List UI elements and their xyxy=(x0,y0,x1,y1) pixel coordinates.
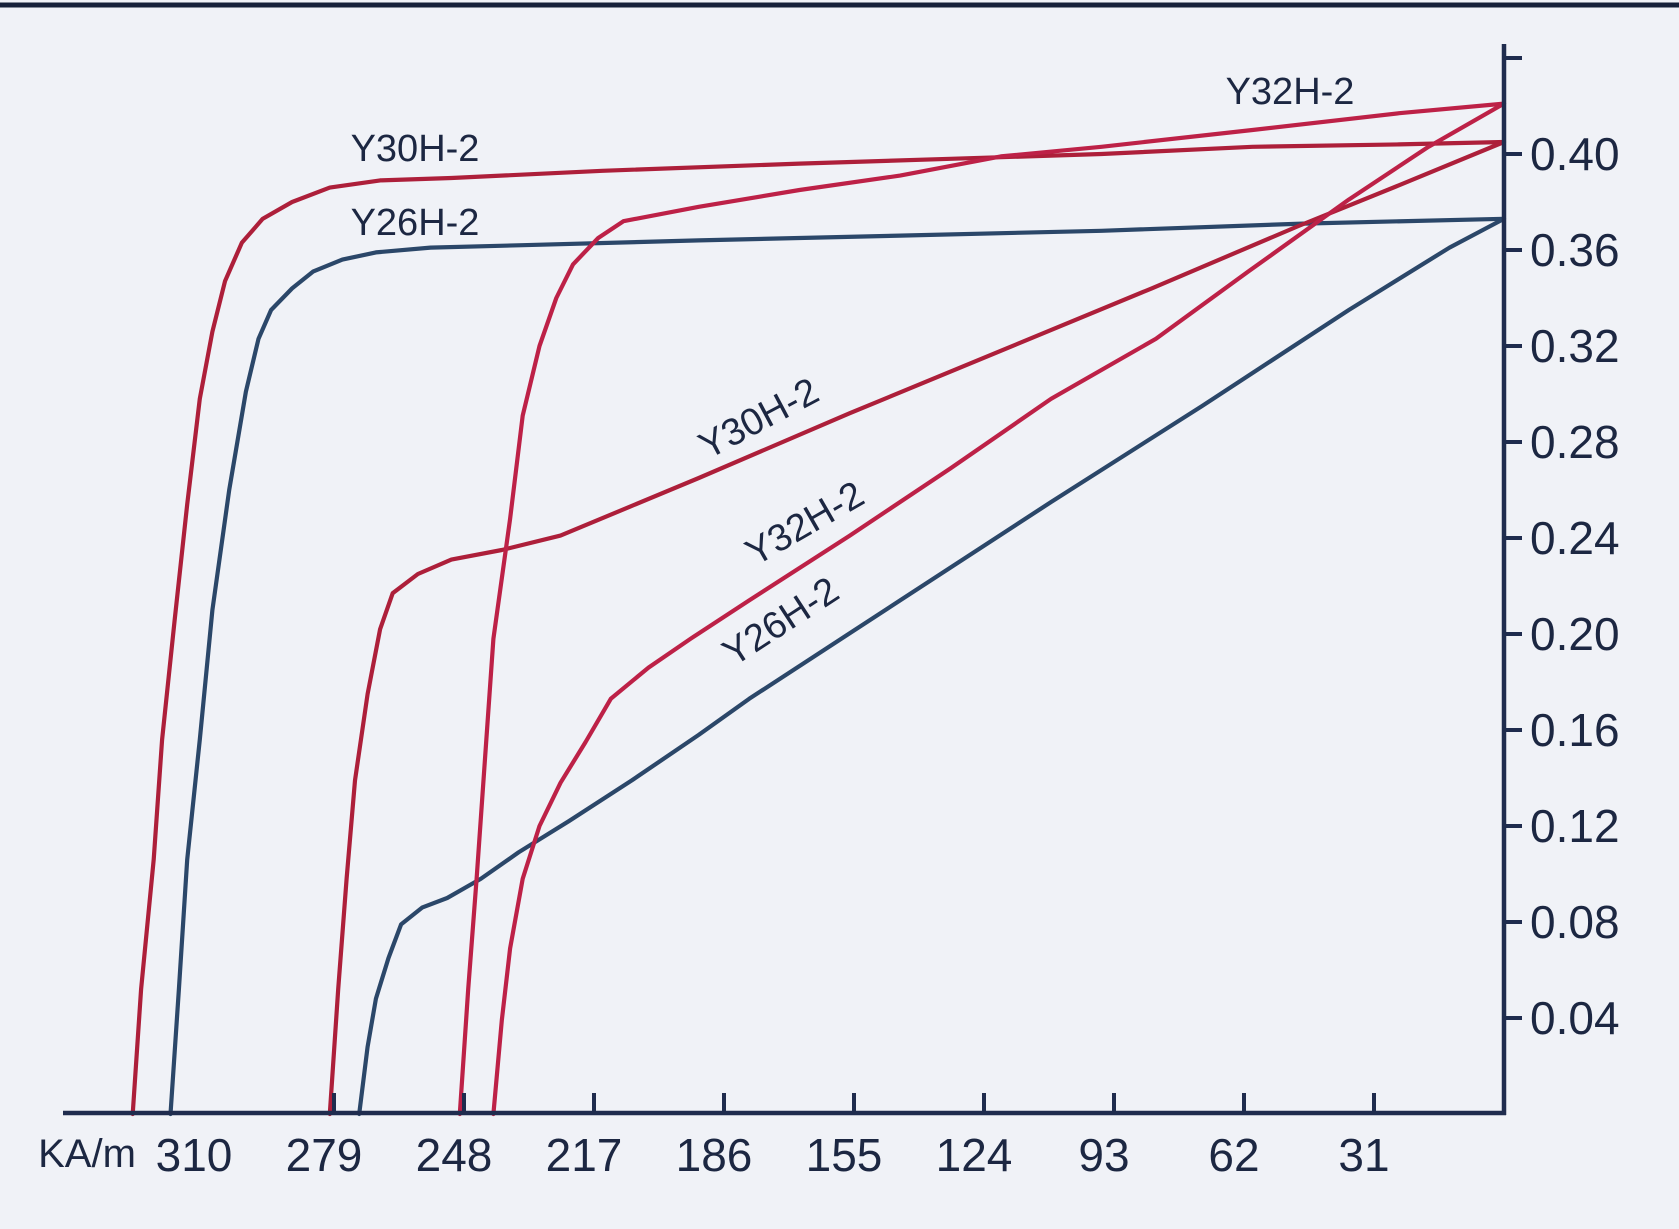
y-labels-group: 0.40 0.36 0.32 0.28 0.24 0.20 0.16 0.12 0.08 0.04 xyxy=(1530,128,1620,1044)
y-ticks-group xyxy=(1504,56,1522,1020)
y-tick-label-0.32: 0.32 xyxy=(1530,320,1620,372)
curve-label-y32h-2-2: Y32H-2 xyxy=(1226,71,1355,113)
x-tick-label-217: 217 xyxy=(546,1129,623,1181)
y-tick-label-0.36: 0.36 xyxy=(1530,224,1620,276)
y-tick-label-0.28: 0.28 xyxy=(1530,416,1620,468)
curves-group xyxy=(130,101,1507,1117)
y-tick-label-0.08: 0.08 xyxy=(1530,896,1620,948)
x-tick-label-93: 93 xyxy=(1078,1129,1129,1181)
curve-y26h-2-normal xyxy=(357,216,1507,1117)
x-tick-label-124: 124 xyxy=(936,1129,1013,1181)
curve-y32h-2-normal xyxy=(491,101,1507,1117)
y-tick-label-0.2: 0.20 xyxy=(1530,608,1620,660)
x-tick-label-279: 279 xyxy=(286,1129,363,1181)
y-tick-label-0.04: 0.04 xyxy=(1530,992,1620,1044)
x-labels-group: 310 279 248 217 186 155 124 93 62 31 xyxy=(156,1129,1390,1181)
x-tick-label-31: 31 xyxy=(1338,1129,1389,1181)
curve-label-y30h-2-0: Y30H-2 xyxy=(351,128,480,170)
x-ticks-group xyxy=(332,1093,1377,1113)
y-tick-label-0.24: 0.24 xyxy=(1530,512,1620,564)
x-tick-label-248: 248 xyxy=(416,1129,493,1181)
x-tick-label-186: 186 xyxy=(676,1129,753,1181)
y-tick-label-0.16: 0.16 xyxy=(1530,704,1620,756)
curve-y26h-2-intrinsic xyxy=(168,216,1507,1117)
x-axis-unit-label: KA/m xyxy=(38,1132,136,1176)
x-tick-label-310: 310 xyxy=(156,1129,233,1181)
curve-label-y26h-2-1: Y26H-2 xyxy=(351,202,480,244)
y-tick-label-0.12: 0.12 xyxy=(1530,800,1620,852)
y-tick-label-0.4: 0.40 xyxy=(1530,128,1620,180)
curve-y30h-2-normal xyxy=(327,139,1507,1117)
x-tick-label-155: 155 xyxy=(806,1129,883,1181)
curve-y32h-2-intrinsic xyxy=(457,101,1507,1117)
curve-y30h-2-intrinsic xyxy=(130,139,1507,1117)
x-tick-label-62: 62 xyxy=(1208,1129,1259,1181)
